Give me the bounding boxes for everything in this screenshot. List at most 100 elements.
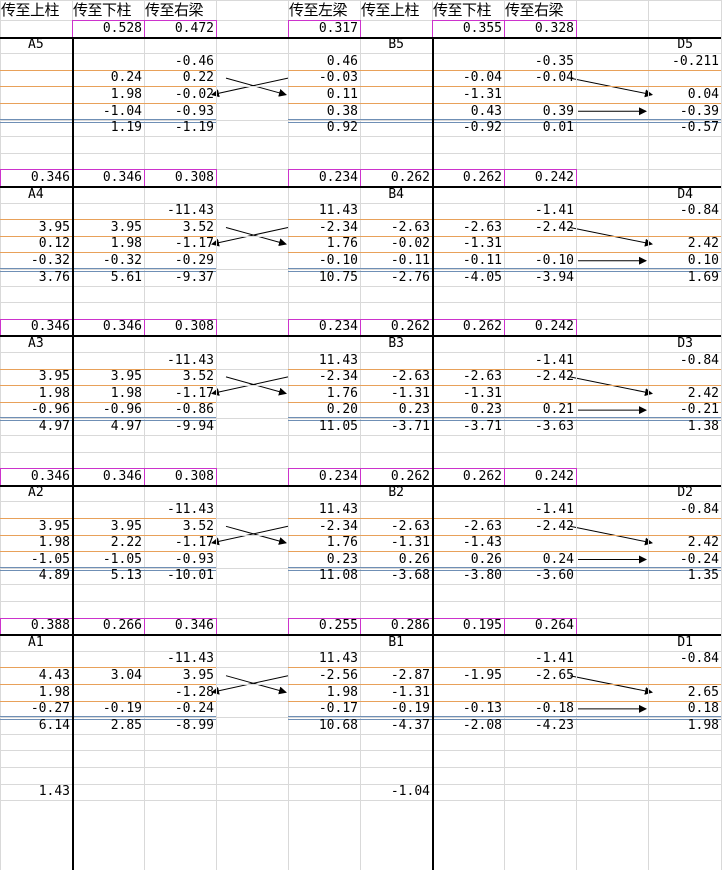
value-cell: -0.93 bbox=[174, 551, 214, 567]
value-cell: 0.23 bbox=[470, 402, 502, 418]
value-cell: 3.95 bbox=[182, 667, 214, 683]
value-cell: 0.43 bbox=[470, 103, 502, 119]
value-cell: -0.24 bbox=[679, 551, 719, 567]
node-label: B2 bbox=[388, 485, 404, 501]
value-cell: -2.56 bbox=[318, 667, 358, 683]
value-cell: -1.31 bbox=[462, 236, 502, 252]
column-header: 传至上柱 bbox=[1, 1, 60, 19]
value-cell: 0.23 bbox=[326, 551, 358, 567]
value-cell: -0.96 bbox=[102, 402, 142, 418]
double-rule bbox=[576, 569, 721, 571]
value-cell: -0.21 bbox=[679, 402, 719, 418]
value-cell: -0.19 bbox=[102, 701, 142, 717]
value-cell: 1.69 bbox=[687, 269, 719, 285]
orange-rule bbox=[576, 684, 721, 685]
value-cell: 0.266 bbox=[102, 618, 142, 634]
value-cell: 4.43 bbox=[38, 667, 70, 683]
value-cell: 0.10 bbox=[687, 252, 719, 268]
orange-rule bbox=[0, 667, 216, 669]
value-cell: 10.75 bbox=[318, 269, 358, 285]
grid-line bbox=[0, 0, 1, 870]
beam-line bbox=[0, 484, 721, 487]
double-rule bbox=[0, 566, 216, 568]
value-cell: -2.08 bbox=[462, 717, 502, 733]
value-cell: 1.98 bbox=[110, 86, 142, 102]
grid-line bbox=[360, 0, 361, 870]
double-rule bbox=[0, 569, 216, 571]
value-cell: -0.92 bbox=[462, 120, 502, 136]
column-header: 传至下柱 bbox=[433, 1, 492, 19]
value-cell: -1.41 bbox=[534, 651, 574, 667]
orange-rule bbox=[576, 534, 721, 536]
column-header bbox=[648, 1, 721, 19]
grid-line bbox=[721, 0, 722, 870]
orange-rule bbox=[0, 401, 216, 403]
node-label: A1 bbox=[28, 634, 44, 650]
value-cell: -0.211 bbox=[672, 53, 719, 69]
value-cell: -2.34 bbox=[318, 369, 358, 385]
value-cell: -1.95 bbox=[462, 667, 502, 683]
value-cell: -0.35 bbox=[534, 53, 574, 69]
value-cell: -2.34 bbox=[318, 219, 358, 235]
value-cell: -0.03 bbox=[318, 70, 358, 86]
value-cell: 1.98 bbox=[38, 684, 70, 700]
value-cell: 11.05 bbox=[318, 418, 358, 434]
node-label: B3 bbox=[388, 335, 404, 351]
value-cell: 0.346 bbox=[30, 319, 70, 335]
value-cell: -0.10 bbox=[318, 252, 358, 268]
value-cell: 11.43 bbox=[318, 203, 358, 219]
value-cell: 3.95 bbox=[38, 219, 70, 235]
value-cell: 0.346 bbox=[102, 468, 142, 484]
orange-rule bbox=[576, 219, 721, 221]
value-cell: 6.14 bbox=[38, 717, 70, 733]
value-cell: 2.42 bbox=[687, 385, 719, 401]
value-cell: 0.262 bbox=[390, 169, 430, 185]
value-cell: 0.286 bbox=[390, 618, 430, 634]
grid-line bbox=[144, 0, 145, 870]
value-cell: 0.262 bbox=[462, 169, 502, 185]
value-cell: -0.02 bbox=[390, 236, 430, 252]
value-cell: 0.01 bbox=[542, 120, 574, 136]
value-cell: -1.41 bbox=[534, 501, 574, 517]
value-cell: -0.11 bbox=[462, 252, 502, 268]
value-cell: -2.63 bbox=[390, 518, 430, 534]
value-cell: -0.29 bbox=[174, 252, 214, 268]
value-cell: 1.43 bbox=[38, 784, 70, 800]
column-header: 传至右梁 bbox=[145, 1, 204, 19]
value-cell: 0.38 bbox=[326, 103, 358, 119]
value-cell: 0.528 bbox=[102, 20, 142, 36]
value-cell: -3.63 bbox=[534, 418, 574, 434]
value-cell: -1.41 bbox=[534, 203, 574, 219]
value-cell: -9.37 bbox=[174, 269, 214, 285]
value-cell: 0.346 bbox=[102, 169, 142, 185]
value-cell: -0.17 bbox=[318, 701, 358, 717]
value-cell: -1.31 bbox=[390, 684, 430, 700]
value-cell: -4.23 bbox=[534, 717, 574, 733]
orange-rule bbox=[0, 385, 216, 387]
beam-line bbox=[0, 36, 721, 39]
value-cell: -9.94 bbox=[174, 418, 214, 434]
value-cell: -0.19 bbox=[390, 701, 430, 717]
value-cell: 1.76 bbox=[326, 385, 358, 401]
value-cell: -1.31 bbox=[390, 535, 430, 551]
orange-rule bbox=[0, 219, 216, 221]
value-cell: 4.89 bbox=[38, 568, 70, 584]
value-cell: -2.42 bbox=[534, 518, 574, 534]
value-cell: 0.92 bbox=[326, 120, 358, 136]
value-cell: -0.02 bbox=[174, 86, 214, 102]
value-cell: -1.28 bbox=[174, 684, 214, 700]
orange-rule bbox=[0, 69, 216, 71]
value-cell: 3.95 bbox=[110, 518, 142, 534]
column-header: 传至左梁 bbox=[289, 1, 348, 19]
orange-rule bbox=[576, 700, 721, 702]
column-header: 传至右梁 bbox=[505, 1, 564, 19]
value-cell: 1.98 bbox=[38, 535, 70, 551]
value-cell: 0.262 bbox=[390, 468, 430, 484]
value-cell: -3.71 bbox=[462, 418, 502, 434]
value-cell: 0.242 bbox=[534, 468, 574, 484]
node-label: A3 bbox=[28, 335, 44, 351]
double-rule bbox=[576, 566, 721, 568]
value-cell: 0.18 bbox=[687, 701, 719, 717]
orange-rule bbox=[576, 518, 721, 519]
